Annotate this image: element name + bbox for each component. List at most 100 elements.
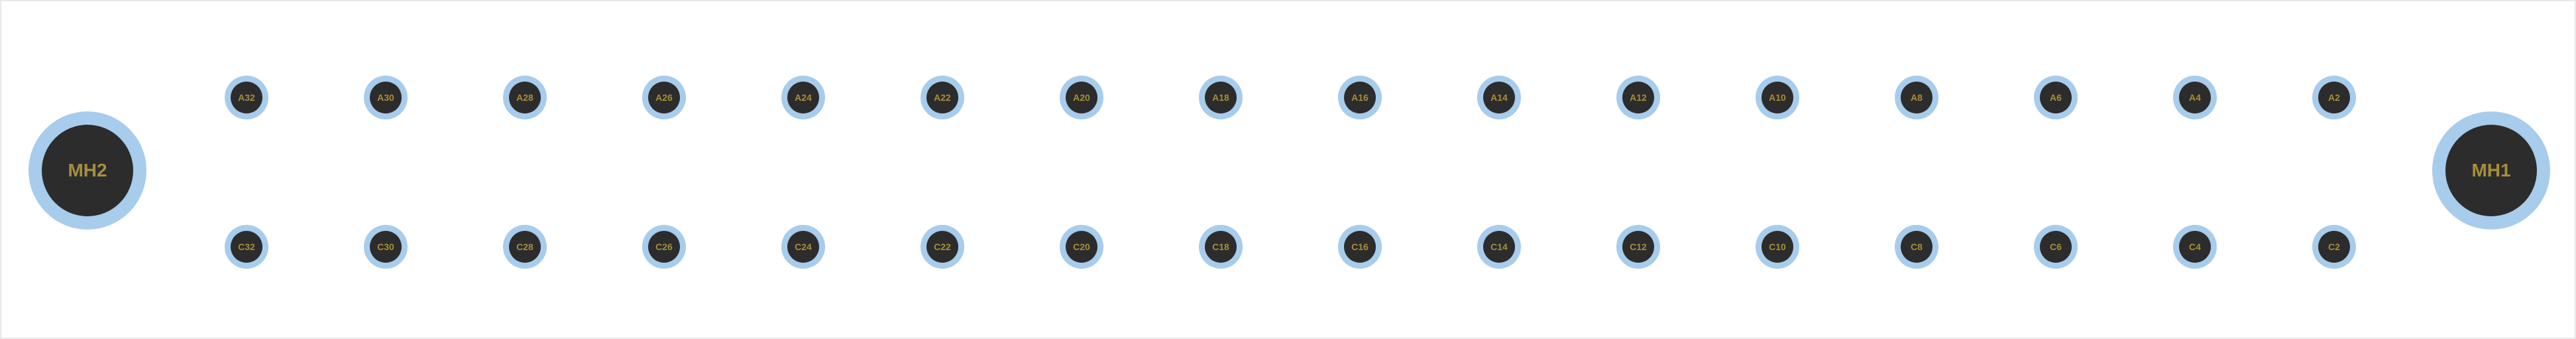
pin-c14-hole: C14	[1483, 231, 1515, 263]
pin-a30-label: A30	[377, 92, 394, 103]
mounting-hole-mh2-label: MH2	[68, 160, 107, 181]
pin-c18-label: C18	[1212, 241, 1229, 252]
pin-c32: C32	[225, 225, 268, 269]
mounting-hole-mh2: MH2	[28, 111, 146, 230]
pin-a28-label: A28	[516, 92, 533, 103]
pin-a14-label: A14	[1490, 92, 1508, 103]
pin-a12: A12	[1616, 76, 1660, 119]
pin-c8-hole: C8	[1901, 231, 1932, 263]
pin-a10-label: A10	[1769, 92, 1786, 103]
mounting-hole-mh2-hole: MH2	[42, 125, 133, 216]
pin-c28-hole: C28	[509, 231, 541, 263]
pin-a8-label: A8	[1911, 92, 1923, 103]
pin-c16-label: C16	[1351, 241, 1369, 252]
pin-c10-hole: C10	[1762, 231, 1793, 263]
pin-a8-hole: A8	[1901, 82, 1932, 113]
pin-a20-hole: A20	[1066, 82, 1097, 113]
pin-a32-hole: A32	[231, 82, 262, 113]
mounting-hole-mh1: MH1	[2432, 111, 2550, 230]
pin-c20-label: C20	[1073, 241, 1090, 252]
pin-a16-hole: A16	[1344, 82, 1376, 113]
pin-a30-hole: A30	[370, 82, 402, 113]
pin-c4-label: C4	[2189, 241, 2201, 252]
pin-a18-hole: A18	[1205, 82, 1237, 113]
pin-a18: A18	[1199, 76, 1243, 119]
pin-c20: C20	[1060, 225, 1103, 269]
pin-c28-label: C28	[516, 241, 533, 252]
pin-a2: A2	[2312, 76, 2356, 119]
pin-c14: C14	[1477, 225, 1521, 269]
pin-c8-label: C8	[1911, 241, 1923, 252]
pin-a16: A16	[1338, 76, 1382, 119]
pin-c8: C8	[1895, 225, 1938, 269]
pin-a10: A10	[1756, 76, 1799, 119]
pin-a14: A14	[1477, 76, 1521, 119]
pin-c16: C16	[1338, 225, 1382, 269]
pin-a26-label: A26	[655, 92, 673, 103]
pin-c30-hole: C30	[370, 231, 402, 263]
pin-c4-hole: C4	[2179, 231, 2211, 263]
pin-c24: C24	[781, 225, 825, 269]
pin-c22: C22	[921, 225, 964, 269]
pin-a12-label: A12	[1630, 92, 1647, 103]
pin-c6: C6	[2034, 225, 2078, 269]
pin-a2-hole: A2	[2318, 82, 2350, 113]
pin-c22-hole: C22	[926, 231, 958, 263]
pin-a24-hole: A24	[787, 82, 819, 113]
pin-a26-hole: A26	[648, 82, 680, 113]
pin-a30: A30	[364, 76, 408, 119]
mounting-hole-mh1-hole: MH1	[2445, 125, 2537, 216]
pin-c12: C12	[1616, 225, 1660, 269]
pin-a12-hole: A12	[1622, 82, 1654, 113]
pin-c6-hole: C6	[2040, 231, 2072, 263]
pin-c24-label: C24	[795, 241, 812, 252]
pin-c32-hole: C32	[231, 231, 262, 263]
pin-c18-hole: C18	[1205, 231, 1237, 263]
pin-c24-hole: C24	[787, 231, 819, 263]
pin-a32: A32	[225, 76, 268, 119]
mounting-hole-mh1-label: MH1	[2471, 160, 2510, 181]
pin-a6-label: A6	[2050, 92, 2062, 103]
pin-a4-label: A4	[2189, 92, 2201, 103]
pin-a32-label: A32	[238, 92, 255, 103]
pin-c26: C26	[642, 225, 686, 269]
pin-c30: C30	[364, 225, 408, 269]
pin-a8: A8	[1895, 76, 1938, 119]
pin-c20-hole: C20	[1066, 231, 1097, 263]
pin-c14-label: C14	[1490, 241, 1508, 252]
pin-c6-label: C6	[2050, 241, 2062, 252]
pin-c10-label: C10	[1769, 241, 1786, 252]
pin-c4: C4	[2173, 225, 2217, 269]
pin-a26: A26	[642, 76, 686, 119]
pin-c2-hole: C2	[2318, 231, 2350, 263]
pin-c2: C2	[2312, 225, 2356, 269]
pin-a24: A24	[781, 76, 825, 119]
pin-a6-hole: A6	[2040, 82, 2072, 113]
pin-c2-label: C2	[2328, 241, 2340, 252]
pin-a22-hole: A22	[926, 82, 958, 113]
pin-a2-label: A2	[2328, 92, 2340, 103]
pin-c12-label: C12	[1630, 241, 1647, 252]
pin-a16-label: A16	[1351, 92, 1369, 103]
pin-c16-hole: C16	[1344, 231, 1376, 263]
pcb-footprint-board: MH2 MH1 A32 A30 A28 A26 A24 A22 A20 A18 A16 A14 A12 A…	[0, 0, 2576, 339]
pin-a24-label: A24	[795, 92, 812, 103]
pin-c12-hole: C12	[1622, 231, 1654, 263]
pin-c28: C28	[503, 225, 547, 269]
pin-a4-hole: A4	[2179, 82, 2211, 113]
pin-a22: A22	[921, 76, 964, 119]
pin-a14-hole: A14	[1483, 82, 1515, 113]
pin-c30-label: C30	[377, 241, 394, 252]
pin-a10-hole: A10	[1762, 82, 1793, 113]
pin-a4: A4	[2173, 76, 2217, 119]
pin-a20: A20	[1060, 76, 1103, 119]
pin-c18: C18	[1199, 225, 1243, 269]
pin-a6: A6	[2034, 76, 2078, 119]
pin-c26-label: C26	[655, 241, 673, 252]
pin-a18-label: A18	[1212, 92, 1229, 103]
pin-a22-label: A22	[934, 92, 951, 103]
pin-c26-hole: C26	[648, 231, 680, 263]
pin-a20-label: A20	[1073, 92, 1090, 103]
pin-a28-hole: A28	[509, 82, 541, 113]
pin-a28: A28	[503, 76, 547, 119]
